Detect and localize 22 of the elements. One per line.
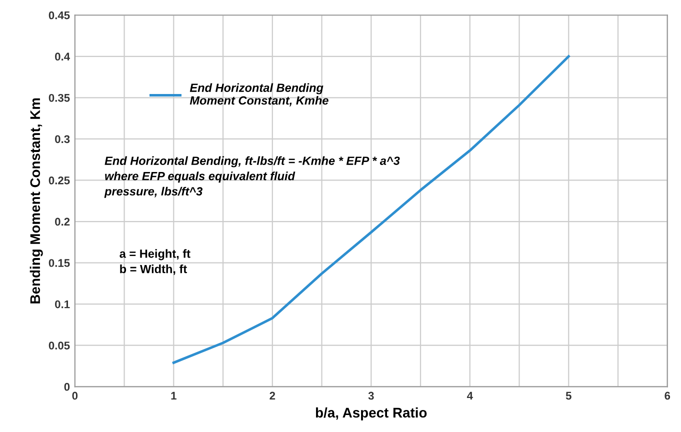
y-tick-label: 0.25 (48, 176, 70, 184)
y-axis-title: Bending Moment Constant, Km (30, 98, 43, 304)
y-tick-label: 0.3 (55, 135, 70, 144)
y-tick-label: 0.05 (48, 342, 70, 350)
y-tick-label: 0.2 (55, 218, 70, 226)
x-tick-label: 5 (566, 392, 572, 400)
y-tick-label: 0.1 (55, 300, 70, 308)
y-tick-label: 0 (64, 382, 70, 391)
x-tick-label: 2 (270, 392, 276, 400)
y-tick-label: 0.35 (48, 94, 70, 102)
y-tick-label: 0.4 (55, 52, 70, 61)
x-tick-label: 3 (368, 392, 374, 400)
annotation: End Horizontal Bending, ft-lbs/ft = -Kmhe * EFP * a^3 where EFP equals equivalent fluid pressure, lbs/ft^3 (104, 156, 400, 198)
x-tick-label: 0 (72, 392, 78, 400)
x-tick-label: 6 (664, 392, 670, 400)
x-tick-label: 1 (171, 392, 176, 400)
y-tick-label: 0.45 (48, 11, 70, 20)
x-axis-title: b/a, Aspect Ratio (316, 407, 427, 420)
x-tick-label: 4 (466, 392, 473, 400)
legend-label: End Horizontal Bending Moment Constant, Kmhe (190, 83, 328, 106)
y-tick-label: 0.15 (48, 259, 70, 267)
annotation: a = Height, ft b = Width, ft (120, 249, 190, 275)
